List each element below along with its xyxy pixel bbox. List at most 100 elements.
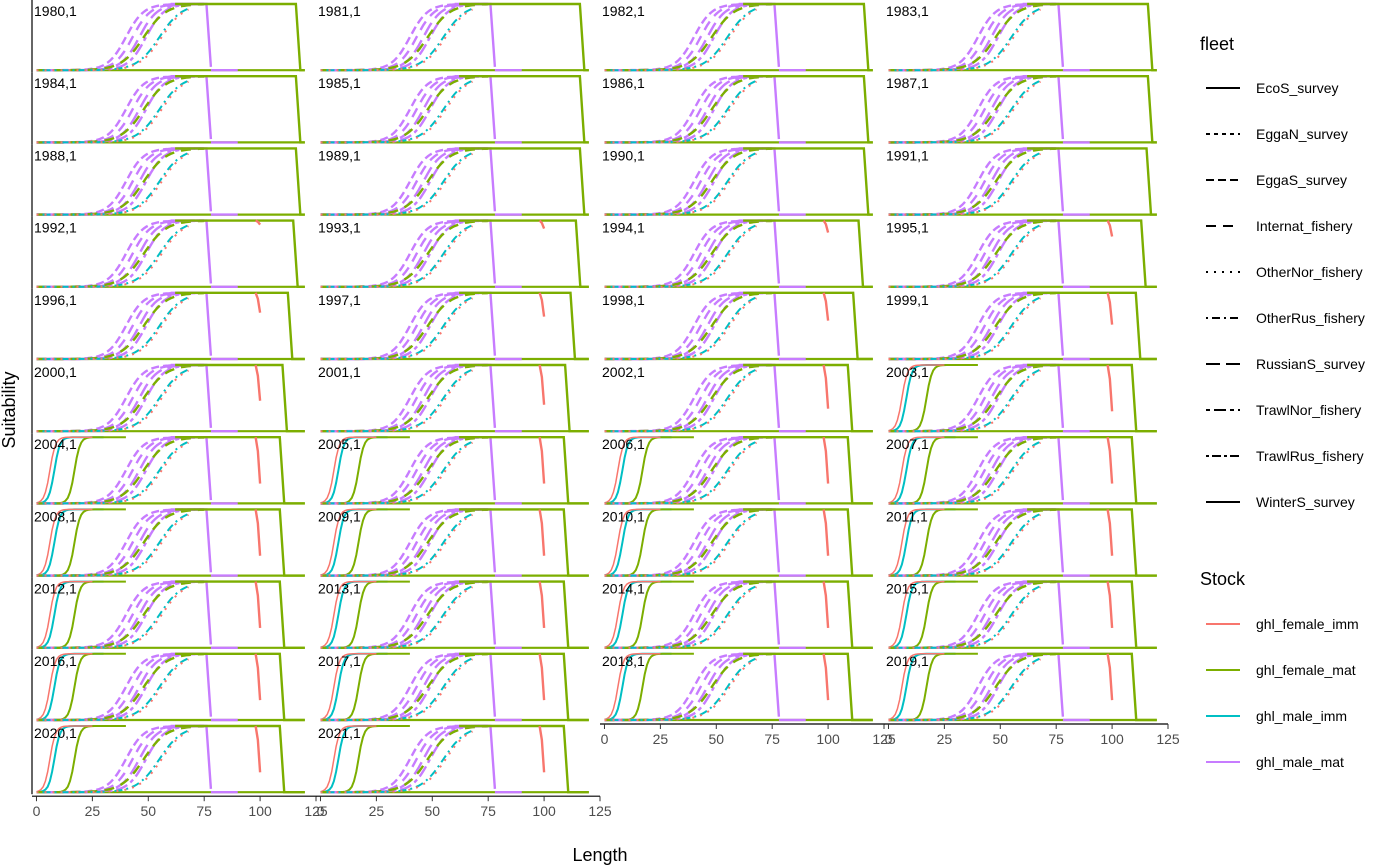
series-line [822, 653, 830, 701]
series-line [604, 225, 757, 288]
series-line [320, 441, 473, 505]
series-line [320, 436, 489, 505]
x-tick-label: 100 [1100, 731, 1124, 747]
series-line [1027, 363, 1157, 433]
series-line [888, 436, 945, 504]
series-line [36, 436, 205, 505]
series-line [36, 730, 189, 794]
series-line [454, 652, 497, 717]
series-line [738, 2, 781, 67]
panel-label: 2007,1 [886, 436, 929, 452]
series-line [888, 225, 1041, 288]
series-line [36, 580, 205, 649]
series-line [320, 508, 377, 576]
series-line [738, 291, 781, 356]
series-line [36, 441, 189, 505]
series-line [254, 725, 262, 773]
series-line [604, 369, 757, 433]
panel: 1997,1 [318, 291, 589, 361]
panel-label: 1991,1 [886, 147, 929, 163]
series-line [320, 724, 489, 794]
series-line [170, 291, 213, 356]
series-line [1027, 580, 1157, 649]
series-line [604, 586, 757, 649]
panel-label: 1984,1 [34, 75, 77, 91]
x-tick-label: 50 [424, 803, 440, 819]
series-line [888, 363, 1057, 433]
panel-label: 2017,1 [318, 653, 361, 669]
series-line [888, 658, 1041, 721]
series-line [36, 724, 205, 794]
series-line [459, 580, 589, 649]
panel: 1993,1 [318, 219, 589, 288]
series-line [743, 147, 873, 216]
x-tick-label: 75 [196, 803, 212, 819]
x-tick-label: 0 [601, 731, 609, 747]
series-line [604, 436, 661, 504]
series-line [1022, 291, 1065, 356]
series-line [454, 436, 497, 501]
panel-label: 1999,1 [886, 292, 929, 308]
series-line [36, 80, 189, 144]
series-line [538, 219, 546, 229]
series-line [888, 441, 1041, 505]
series-line [738, 580, 781, 645]
series-line [888, 653, 945, 721]
y-axis-title: Suitability [0, 371, 19, 448]
series-line [1027, 436, 1157, 505]
series-line [888, 364, 945, 432]
series-line [538, 509, 546, 556]
series-line [36, 436, 93, 504]
series-line [604, 514, 757, 577]
series-line [36, 508, 93, 576]
series-line [1022, 652, 1065, 717]
series-line [538, 653, 546, 701]
legend-label: OtherRus_fishery [1256, 310, 1365, 326]
series-line [36, 514, 189, 577]
series-line [175, 652, 305, 722]
legend-label: TrawlRus_fishery [1256, 448, 1364, 464]
panel: 1983,1 [886, 2, 1157, 72]
series-line [822, 437, 830, 484]
series-line [538, 292, 546, 317]
series-line [454, 291, 497, 356]
series-line [175, 75, 305, 144]
series-line [1106, 437, 1114, 484]
series-line [1106, 509, 1114, 556]
series-line [743, 580, 873, 649]
series-line [738, 363, 781, 428]
legend-label: WinterS_survey [1256, 494, 1355, 510]
series-line [738, 75, 781, 140]
series-line [320, 2, 489, 72]
panel: 2005,1 [318, 436, 589, 505]
series-line [459, 508, 589, 577]
series-line [888, 291, 1057, 361]
series-line [888, 508, 945, 576]
panel-label: 2006,1 [602, 436, 645, 452]
series-line [320, 725, 377, 793]
panel: 2012,1 [31, 577, 305, 650]
series-line [604, 652, 773, 722]
series-line [743, 219, 873, 288]
x-tick-label: 75 [764, 731, 780, 747]
series-line [738, 147, 781, 212]
series-line [170, 363, 213, 428]
series-line [320, 291, 489, 361]
panel: 1990,1 [602, 147, 873, 216]
series-line [743, 436, 873, 505]
series-line [743, 508, 873, 577]
series-line [175, 580, 305, 649]
series-line [604, 153, 757, 216]
x-tick-label: 125 [872, 731, 896, 747]
series-line [888, 219, 1057, 288]
series-line [254, 292, 262, 313]
panel-label: 2013,1 [318, 581, 361, 597]
series-line [36, 725, 93, 793]
panel-label: 2000,1 [34, 364, 77, 380]
panel: 1984,1 [31, 72, 305, 145]
series-line [604, 75, 773, 144]
x-tick-label: 100 [248, 803, 272, 819]
series-line [320, 297, 473, 360]
series-line [1027, 2, 1157, 72]
